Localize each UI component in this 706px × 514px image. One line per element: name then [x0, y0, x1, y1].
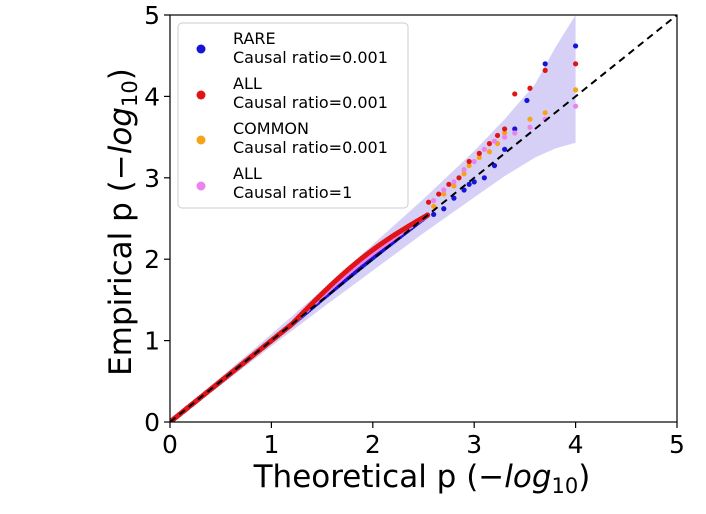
data-point: [451, 195, 457, 201]
data-point: [512, 130, 518, 136]
data-point: [461, 167, 467, 173]
legend-label-all-0001: ALL: [233, 74, 262, 93]
x-tick-label: 1: [263, 430, 279, 459]
data-point: [512, 91, 518, 97]
y-tick-label: 3: [144, 164, 160, 193]
data-point: [425, 199, 432, 205]
legend-sublabel-common: Causal ratio=0.001: [233, 138, 388, 157]
legend-entry-common: COMMON Causal ratio=0.001: [196, 119, 388, 157]
data-point: [491, 138, 498, 144]
data-point: [431, 211, 437, 218]
data-point: [451, 183, 457, 189]
data-point: [481, 175, 487, 181]
y-tick-label: 4: [144, 82, 160, 111]
x-tick-label: 4: [568, 430, 584, 459]
data-point: [573, 103, 579, 109]
data-point: [486, 141, 493, 147]
data-point: [456, 175, 462, 181]
data-point: [524, 97, 530, 104]
data-point: [502, 146, 508, 152]
data-point: [431, 197, 437, 204]
data-point: [436, 191, 442, 197]
legend-sublabel-all-1: Causal ratio=1: [233, 183, 352, 202]
data-point: [486, 149, 493, 155]
data-point: [494, 132, 501, 139]
data-point: [502, 134, 508, 140]
x-axis-label: Theoretical p (−log10): [253, 459, 591, 498]
legend-entry-all-0001: ALL Causal ratio=0.001: [196, 74, 388, 112]
legend-marker-rare: [196, 44, 206, 54]
legend-sublabel-all-0001: Causal ratio=0.001: [233, 93, 388, 112]
data-point: [542, 61, 548, 67]
data-point: [476, 154, 482, 161]
data-point: [461, 171, 467, 177]
data-point: [461, 187, 467, 193]
data-point: [502, 130, 508, 136]
x-tick-label: 5: [669, 430, 685, 459]
data-point: [481, 146, 487, 152]
x-tick-label: 3: [466, 430, 482, 459]
legend-marker-all-1: [196, 181, 206, 191]
legend-entry-all-1: ALL Causal ratio=1: [196, 164, 352, 202]
data-point: [451, 179, 457, 185]
y-tick-label: 5: [144, 1, 160, 30]
y-axis-label: Empirical p (−log10): [103, 68, 142, 376]
data-point: [573, 43, 579, 49]
legend-marker-all-0001: [196, 90, 206, 100]
data-point: [441, 191, 447, 197]
data-point: [573, 61, 579, 67]
y-tick-label: 1: [144, 327, 160, 356]
data-point: [431, 203, 437, 209]
data-point: [512, 126, 518, 132]
data-point: [491, 162, 498, 169]
plot-frame: [169, 14, 678, 423]
y-tick-label: 0: [144, 408, 160, 437]
data-point: [476, 150, 482, 156]
x-tick-label: 2: [365, 430, 381, 459]
data-point: [471, 179, 477, 185]
data-point: [527, 116, 533, 122]
data-point: [527, 85, 533, 91]
data-point: [446, 181, 452, 187]
legend-label-rare: RARE: [233, 29, 276, 48]
data-point: [542, 110, 548, 116]
legend-entry-rare: RARE Causal ratio=0.001: [196, 29, 388, 67]
x-axis-ticks: 0 1 2 3 4 5: [162, 422, 685, 459]
legend: RARE Causal ratio=0.001 ALL Causal ratio…: [177, 22, 409, 209]
y-axis-ticks: 0 1 2 3 4 5: [144, 1, 170, 437]
y-tick-label: 2: [144, 245, 160, 274]
legend-sublabel-rare: Causal ratio=0.001: [233, 48, 388, 67]
data-point: [441, 187, 447, 193]
data-point: [527, 124, 533, 130]
data-point: [441, 206, 447, 212]
x-tick-label: 0: [162, 430, 178, 459]
data-point: [466, 181, 472, 187]
data-point: [466, 162, 472, 169]
data-point: [471, 158, 477, 165]
legend-box: [177, 22, 409, 209]
legend-label-common: COMMON: [233, 119, 309, 138]
data-point: [542, 67, 548, 73]
series-1: [170, 61, 579, 422]
reference-line-layer: [170, 15, 677, 422]
legend-marker-common: [196, 135, 206, 145]
data-point: [502, 126, 508, 132]
legend-label-all-1: ALL: [233, 164, 262, 183]
data-point: [573, 87, 579, 93]
data-point: [466, 158, 472, 165]
reference-line: [170, 15, 677, 422]
